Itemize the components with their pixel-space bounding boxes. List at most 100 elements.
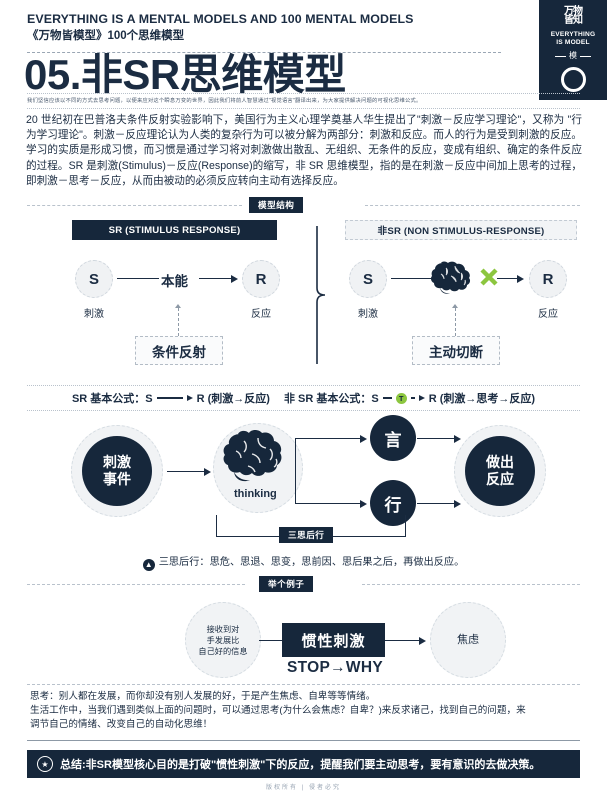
- nonsr-formula-result: R (刺激→思考→反应): [428, 393, 536, 405]
- thinking-flow-diagram: 刺激 事件 thinking 言 行 做出 反应 三思后行: [27, 415, 580, 550]
- brain-icon: [223, 430, 282, 482]
- section-label-example: 举个例子: [259, 576, 314, 592]
- thinking-token-icon: T: [395, 392, 407, 404]
- header-title-cn: 《万物皆模型》100个思维模型: [27, 30, 185, 42]
- nonsr-callout-tick: [452, 304, 458, 308]
- sr-callout-connector: [178, 308, 179, 336]
- note-text: 三思后行：思危、思退、思变，思前因、思后果之后，再做出反应。: [158, 557, 465, 568]
- bottom-paragraph-line3: 调节自己的情绪、改变自己的自动化思维！: [30, 719, 213, 730]
- header-divider: [27, 52, 501, 53]
- nonsr-caption-s: 刺激: [358, 309, 378, 320]
- sr-caption-r: 反应: [251, 309, 271, 320]
- intro-line: 我们坚信应该以不同的方式去思考问题，以便来应对这个瞬息万变的世界，因此我们将前人…: [27, 98, 422, 104]
- intro-rule-bottom: [27, 108, 580, 109]
- sr-mid-label: 本能: [161, 274, 188, 289]
- brace-icon: [316, 226, 326, 364]
- flow-arrow-merge-top: [454, 435, 461, 443]
- sr-formula-line: [156, 397, 183, 399]
- header-title-en: EVERYTHING IS A MENTAL MODELS AND 100 ME…: [27, 12, 414, 26]
- sr-formula-result: R (刺激→反应): [196, 393, 270, 405]
- flow-arrow-bottom: [360, 500, 367, 508]
- sr-node-s: S: [75, 260, 113, 298]
- bottom-rule-bottom: [27, 740, 580, 741]
- flow-arrow-merge-bottom: [454, 500, 461, 508]
- nonsr-formula-line-b: [410, 397, 415, 399]
- flow-arrow-top: [360, 435, 367, 443]
- green-x-icon: [480, 268, 498, 286]
- example-source-circle: 接收到对 手发展比 自己好的信息: [185, 602, 261, 678]
- badge-rule-right: [580, 55, 591, 57]
- badge-glyph-icon: 模: [569, 51, 577, 60]
- badge-line1: EVERYTHING: [550, 31, 596, 38]
- formula-strip: SR 基本公式：S R (刺激→反应) 非 SR 基本公式：S T R (刺激→…: [27, 385, 580, 411]
- bracket-label: 三思后行: [279, 527, 334, 543]
- section-label-model-structure: 模型结构: [249, 197, 304, 213]
- sr-line-left: [117, 278, 159, 280]
- flow-line-top: [295, 438, 361, 440]
- flow-split-vline: [295, 438, 297, 504]
- nonsr-panel-header: 非SR (NON STIMULUS-RESPONSE): [345, 220, 577, 240]
- sr-callout-tick: [175, 304, 181, 308]
- example-line-right: [385, 640, 421, 642]
- nonsr-arrow: [517, 275, 524, 283]
- bracket-left: [216, 515, 218, 537]
- ms-rule-right: [365, 205, 580, 206]
- sr-line-right: [199, 278, 232, 280]
- nonsr-formula-arrow: [418, 395, 425, 401]
- example-center-box: 惯性刺激: [282, 623, 385, 657]
- nonsr-formula-line-a: [382, 397, 392, 399]
- example-arrow: [419, 637, 426, 645]
- flow-arrow-start: [204, 468, 211, 476]
- badge-text: EVERYTHING IS MODEL: [551, 31, 596, 47]
- example-result-circle: 焦虑: [430, 602, 506, 678]
- footer-text: 版权所有 | 侵者必究: [266, 785, 341, 791]
- example-diagram: 接收到对 手发展比 自己好的信息 惯性刺激 STOP→WHY 焦虑: [27, 600, 580, 678]
- badge-line2: IS MODEL: [556, 39, 590, 46]
- intro-rule-top: [27, 93, 580, 94]
- warning-icon: ▲: [142, 559, 155, 571]
- nonsr-node-r: R: [529, 260, 567, 298]
- ring-icon: [560, 67, 586, 92]
- example-center-sub: STOP→WHY: [287, 659, 383, 676]
- seal-icon: 万物 皆知: [564, 6, 583, 26]
- bottom-paragraph-line2: 生活工作中，当我们遇到类似上面的问题时，可以通过思考(为什么会焦虑？自卑？)来反…: [30, 705, 526, 716]
- sr-callout-box: 条件反射: [135, 336, 223, 365]
- sr-panel-header: SR (STIMULUS RESPONSE): [72, 220, 277, 240]
- summary-bar: ★ 总结:非SR模型核心目的是打破"惯性刺激"下的反应，提醒我们要主动思考，要有…: [27, 750, 580, 778]
- note-line: ▲ 三思后行：思危、思退、思变，思前因、思后果之后，再做出反应。: [0, 553, 607, 571]
- bottom-rule-top: [27, 684, 580, 685]
- nonsr-formula-label: 非 SR 基本公式：S: [283, 393, 379, 405]
- flow-end-node: 做出 反应: [465, 436, 535, 506]
- flow-branch-bottom: 行: [370, 480, 416, 526]
- ex-rule-right: [362, 584, 580, 585]
- sr-formula: SR 基本公式：S R (刺激→反应): [72, 390, 270, 406]
- info-icon: ★: [37, 756, 53, 772]
- sr-caption-s: 刺激: [84, 309, 104, 320]
- brand-badge: 万物 皆知 EVERYTHING IS MODEL 模: [539, 0, 607, 100]
- flow-line-merge-bottom: [417, 503, 455, 505]
- body-paragraph: 20 世纪初在巴普洛夫条件反射实验影响下，美国行为主义心理学奠基人华生提出了"刺…: [26, 114, 582, 187]
- nonsr-callout-box: 主动切断: [412, 336, 500, 365]
- page-title: 05.非SR思维模型: [24, 51, 346, 98]
- flow-line-bottom: [295, 503, 361, 505]
- badge-rule-left: [555, 55, 566, 57]
- brain-icon: [431, 261, 471, 294]
- sr-arrow: [231, 275, 238, 283]
- header-titles: EVERYTHING IS A MENTAL MODELS AND 100 ME…: [27, 12, 487, 44]
- flow-branch-top: 言: [370, 415, 416, 461]
- nonsr-line-right: [497, 278, 519, 280]
- flow-line-merge-top: [417, 438, 455, 440]
- nonsr-line-left: [391, 278, 433, 280]
- summary-text: 总结:非SR模型核心目的是打破"惯性刺激"下的反应，提醒我们要主动思考，要有意识…: [60, 759, 541, 771]
- sr-formula-label: SR 基本公式：S: [71, 393, 153, 405]
- bracket-right: [405, 515, 407, 537]
- center-brace: [315, 226, 329, 369]
- ex-rule-left: [27, 584, 245, 585]
- sr-formula-arrow: [186, 395, 193, 401]
- badge-divider: 模: [555, 52, 591, 60]
- flow-line-start: [167, 471, 205, 473]
- bottom-paragraph: 思考：别人都在发展，而你却没有别人发展的好，于是产生焦虑、自卑等等情绪。 生活工…: [30, 690, 577, 732]
- nonsr-caption-r: 反应: [538, 309, 558, 320]
- flow-start-node: 刺激 事件: [82, 436, 152, 506]
